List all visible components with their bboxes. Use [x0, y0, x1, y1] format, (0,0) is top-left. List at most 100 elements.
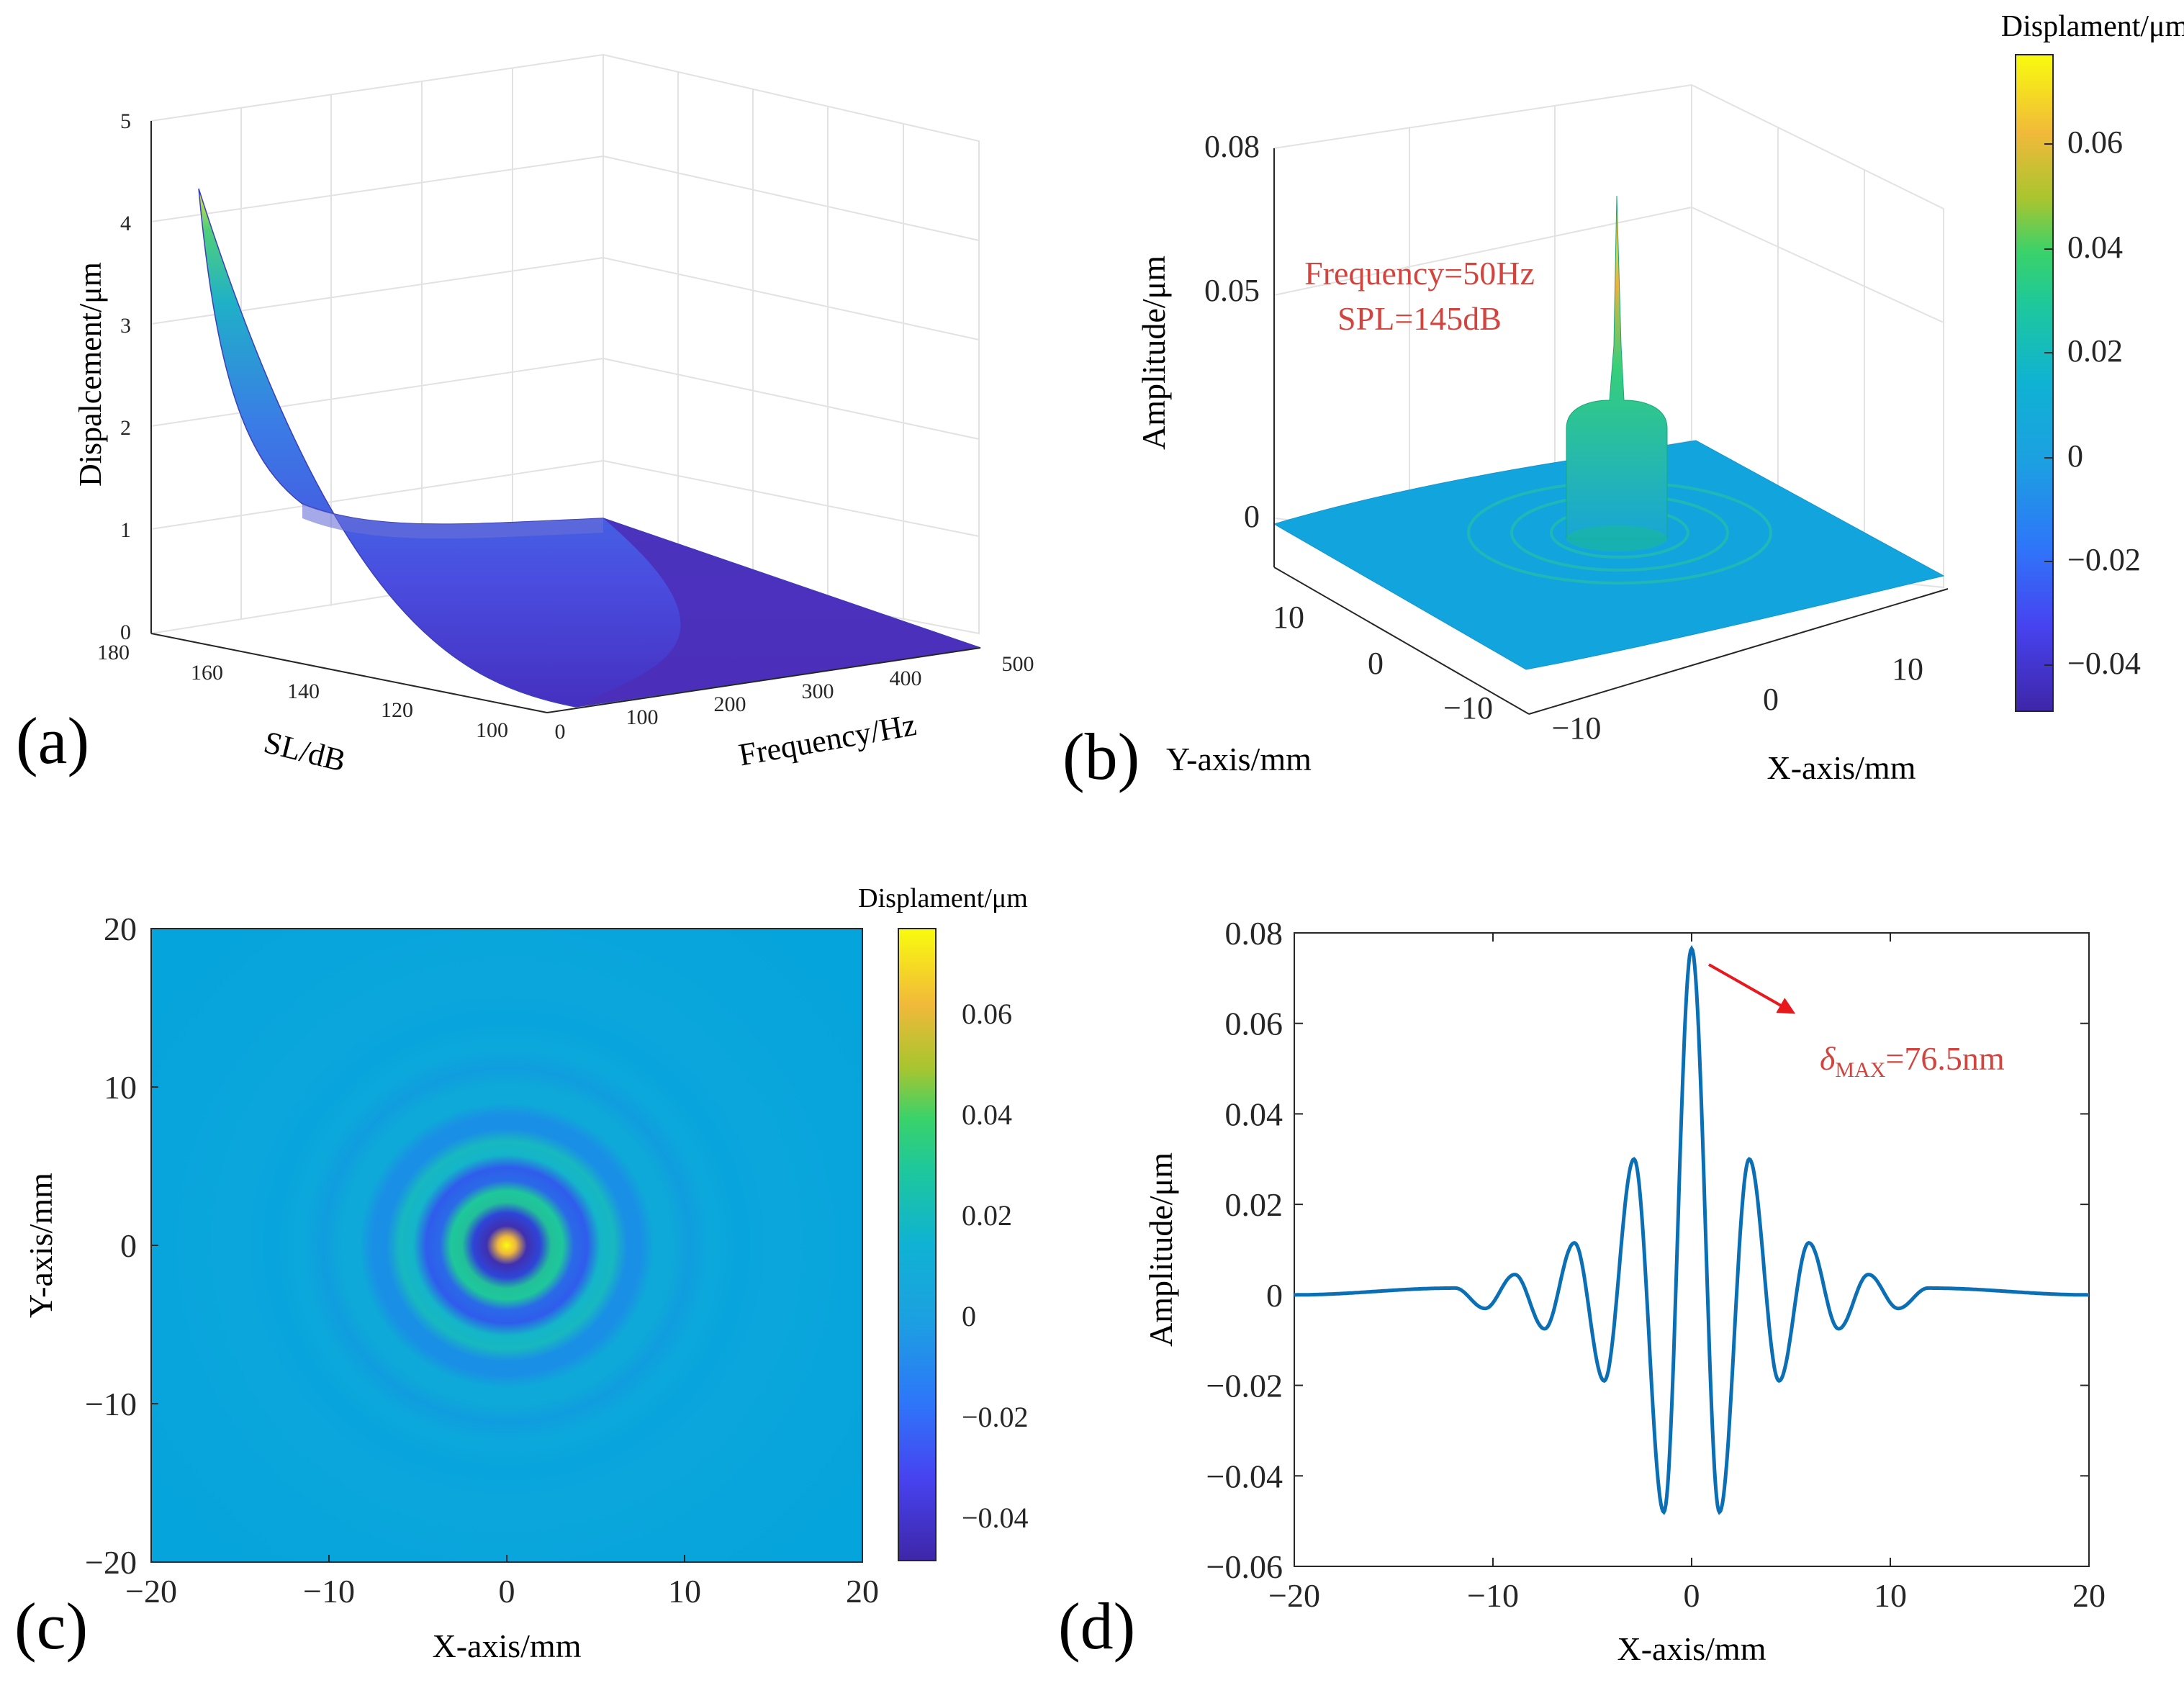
y-tick: 120 [381, 698, 413, 722]
x-tick: 500 [1002, 652, 1034, 676]
colorbar-b [2015, 54, 2054, 712]
colorbar-b-title: Displament/μm [2001, 10, 2184, 43]
panel-label-c: (c) [14, 1589, 88, 1663]
x-tick: 10 [1874, 1577, 1907, 1614]
cbar-tick: −0.02 [962, 1401, 1029, 1433]
annotation-d-symbol: δ [1820, 1040, 1836, 1077]
colorbar-b-ticks: 0.06 0.04 0.02 0 −0.02 −0.04 [2067, 125, 2141, 681]
y-tick: −0.02 [1206, 1368, 1283, 1404]
z-axis-label-a: Dispalcement/μm [73, 262, 108, 487]
y-tick: 10 [1273, 600, 1304, 635]
y-axis-label-a: SL/dB [261, 724, 349, 778]
z-ticks-b: 0.08 0.05 0 [1204, 129, 1260, 534]
surface-b-base [1273, 440, 1945, 670]
y-axis-label-d: Amplitude/μm [1142, 1152, 1179, 1347]
annotation-b-line1: Frequency=50Hz [1304, 255, 1535, 292]
panel-label-d: (d) [1058, 1589, 1135, 1663]
panel-d: 0.08 0.06 0.04 0.02 0 −0.02 −0.04 −0.06 −20 −10 0… [1058, 915, 2106, 1667]
z-tick: 5 [120, 109, 131, 133]
x-tick: 0 [555, 720, 566, 744]
y-tick: 0 [120, 1227, 137, 1264]
z-tick: 0 [1244, 499, 1260, 534]
y-tick: −20 [85, 1544, 137, 1581]
y-tick: −0.06 [1206, 1548, 1283, 1585]
panel-a: 5 4 3 2 1 0 180 160 140 120 100 0 100 20… [16, 53, 1034, 779]
y-axis-label-b: Y-axis/mm [1166, 741, 1312, 777]
y-tick: 180 [97, 641, 130, 664]
z-tick: 1 [120, 518, 131, 542]
z-tick: 4 [120, 212, 131, 235]
cbar-tick: 0.06 [962, 998, 1012, 1030]
z-tick: 0 [120, 620, 131, 644]
y-tick: −10 [1443, 690, 1493, 726]
panel-b: 0.08 0.05 0 10 0 −10 −10 0 10 Amplitude/… [1062, 10, 2184, 793]
y-tick: 100 [476, 718, 508, 742]
z-tick: 0.08 [1204, 129, 1260, 164]
x-tick: −10 [1552, 710, 1602, 746]
cbar-tick: 0.02 [962, 1199, 1012, 1232]
y-tick: −10 [85, 1386, 137, 1422]
x-tick: −10 [1467, 1577, 1519, 1614]
cbar-tick: 0 [962, 1300, 976, 1332]
z-tick: 2 [120, 416, 131, 440]
x-axis-label-a: Frequency/Hz [736, 707, 919, 773]
x-ticks-a: 0 100 200 300 400 500 [555, 652, 1034, 744]
x-axis-label-c: X-axis/mm [433, 1628, 582, 1664]
y-tick: 10 [104, 1069, 137, 1106]
x-tick: 200 [714, 692, 746, 716]
x-ticks-d: −20 −10 0 10 20 [1268, 1577, 2106, 1614]
x-tick: −20 [1268, 1577, 1320, 1614]
x-tick: 10 [668, 1573, 701, 1610]
cbar-tick: 0.04 [962, 1098, 1012, 1131]
grid-a [150, 53, 980, 635]
annotation-b-line2: SPL=145dB [1337, 300, 1502, 337]
y-tick: 0.02 [1225, 1186, 1283, 1223]
y-tick: 0 [1368, 646, 1384, 681]
z-tick: 0.05 [1204, 273, 1260, 308]
colorbar-c [898, 928, 937, 1561]
cbar-tick: −0.04 [962, 1502, 1029, 1534]
x-ticks-b: −10 0 10 [1552, 651, 1923, 746]
colorbar-c-ticks: 0.06 0.04 0.02 0 −0.02 −0.04 [962, 998, 1029, 1534]
x-tick: 100 [626, 705, 659, 729]
y-axis-label-c: Y-axis/mm [22, 1173, 59, 1318]
surface-b-peak [1566, 195, 1668, 539]
x-tick: 20 [2072, 1577, 2106, 1614]
colorbar-c-title: Displament/μm [858, 883, 1028, 913]
panel-label-b: (b) [1062, 720, 1140, 793]
panel-label-a: (a) [16, 704, 89, 777]
cbar-tick: 0.04 [2067, 230, 2123, 265]
cbar-tick: 0.02 [2067, 333, 2123, 369]
y-tick: 140 [287, 680, 320, 703]
x-tick: −10 [303, 1573, 355, 1610]
x-ticks-c: −20 −10 0 10 20 [125, 1573, 879, 1610]
z-ticks-a: 5 4 3 2 1 0 [120, 109, 131, 644]
y-tick: −0.04 [1206, 1458, 1283, 1494]
panel-c: 20 10 0 −10 −20 −20 −10 0 10 20 X-axis/m… [14, 883, 1029, 1664]
plot-frame-d [1294, 932, 2090, 1567]
x-tick: 20 [846, 1573, 879, 1610]
cbar-tick: −0.02 [2067, 542, 2141, 577]
x-tick: 0 [1684, 1577, 1700, 1614]
y-tick: 0 [1266, 1277, 1283, 1314]
y-tick: 0.06 [1225, 1006, 1283, 1042]
y-ticks-c: 20 10 0 −10 −20 [85, 911, 137, 1581]
x-tick: 0 [1763, 682, 1779, 717]
cbar-tick: 0.06 [2067, 125, 2123, 160]
x-tick: −20 [125, 1573, 177, 1610]
cbar-tick: 0 [2067, 438, 2083, 474]
annotation-d-value: =76.5nm [1885, 1040, 2004, 1077]
z-axis-label-b: Amplitude/μm [1135, 256, 1172, 450]
y-tick: 160 [191, 661, 223, 685]
series-line-d [1294, 944, 2089, 1515]
cbar-tick: −0.04 [2067, 646, 2141, 681]
annotation-arrow-d [1708, 963, 1796, 1014]
y-ticks-a: 180 160 140 120 100 [97, 641, 508, 742]
x-tick: 300 [802, 680, 834, 703]
y-tick: 0.04 [1225, 1096, 1283, 1132]
annotation-d-subscript: MAX [1835, 1058, 1885, 1082]
heatmap-c-rings [151, 929, 862, 1562]
x-tick: 400 [890, 667, 922, 690]
y-ticks-b: 10 0 −10 [1273, 600, 1493, 726]
